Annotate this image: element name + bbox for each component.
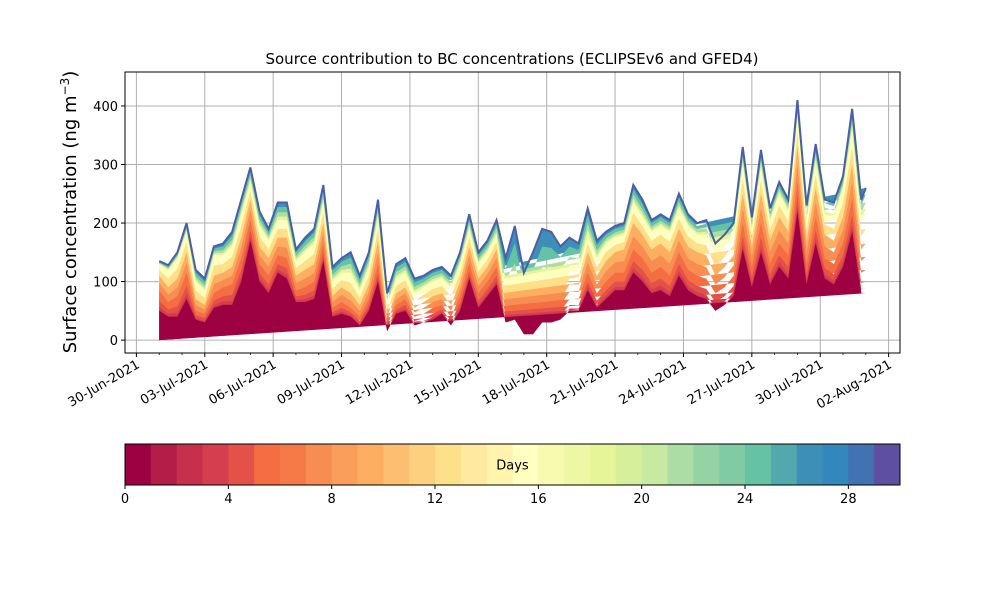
- colorbar-swatch: [874, 444, 901, 485]
- colorbar-swatch: [305, 444, 333, 485]
- x-tick-label: 09-Jul-2021: [275, 357, 348, 408]
- colorbar-swatch: [357, 444, 384, 485]
- y-tick-label: 300: [93, 158, 118, 173]
- y-tick-label: 200: [93, 217, 118, 232]
- colorbar-tick-label: 28: [840, 492, 857, 507]
- colorbar-swatch: [796, 444, 823, 485]
- colorbar-swatch: [745, 444, 772, 485]
- stacked-areas: [159, 100, 866, 341]
- colorbar-swatch: [254, 444, 281, 485]
- colorbar-swatch: [409, 444, 436, 485]
- colorbar-swatch: [564, 444, 591, 485]
- colorbar-tick-label: 4: [224, 492, 232, 507]
- y-tick-label: 100: [93, 276, 118, 291]
- plot-frame: [124, 71, 901, 354]
- y-axis: 0 100 200 300 400: [93, 100, 125, 349]
- colorbar-tick-label: 20: [633, 492, 650, 507]
- colorbar-tick-label: 0: [121, 492, 129, 507]
- x-tick-label: 30-Jun-2021: [66, 357, 143, 410]
- colorbar-tick-label: 16: [530, 492, 547, 507]
- colorbar-tick-label: 8: [328, 492, 336, 507]
- colorbar-swatch: [667, 444, 694, 485]
- colorbar-label: Days: [496, 459, 529, 474]
- y-axis-label: Surface concentration (ng m−3): [58, 71, 81, 354]
- colorbar-swatch: [435, 444, 462, 485]
- colorbar-tick-label: 24: [737, 492, 754, 507]
- colorbar-swatch: [693, 444, 720, 485]
- x-tick-label: 06-Jul-2021: [206, 357, 279, 408]
- chart-title: Source contribution to BC concentrations…: [265, 50, 758, 68]
- colorbar-swatch: [822, 444, 849, 485]
- colorbar-swatch: [538, 444, 565, 485]
- colorbar-swatch: [383, 444, 410, 485]
- colorbar-swatch: [615, 444, 643, 485]
- x-tick-label: 02-Aug-2021: [814, 357, 894, 412]
- total-outline: [158, 100, 867, 294]
- x-tick-label: 15-Jul-2021: [411, 357, 484, 408]
- colorbar-swatch: [176, 444, 203, 485]
- total-line: [158, 100, 867, 294]
- colorbar-swatch: [125, 444, 152, 485]
- y-tick-label: 0: [110, 334, 118, 349]
- colorbar-swatch: [280, 444, 307, 485]
- colorbar-swatch: [512, 444, 539, 485]
- colorbar-swatch: [848, 444, 875, 485]
- colorbar-swatch: [641, 444, 668, 485]
- area-days-12-16: [159, 117, 866, 341]
- colorbar-swatch: [770, 444, 798, 485]
- x-tick-label: 03-Jul-2021: [138, 357, 211, 408]
- area-days-0-1: [159, 211, 866, 341]
- colorbar-tick-label: 12: [427, 492, 444, 507]
- x-tick-label: 18-Jul-2021: [480, 357, 553, 408]
- colorbar-frame: [124, 443, 901, 486]
- x-tick-label: 12-Jul-2021: [343, 357, 416, 408]
- colorbar: Days 0 4 8 12 16 20 24 28: [121, 443, 901, 507]
- x-tick-label: 24-Jul-2021: [617, 357, 690, 408]
- x-axis: 30-Jun-202103-Jul-202106-Jul-202109-Jul-…: [66, 353, 895, 413]
- y-tick-label: 400: [93, 100, 118, 115]
- colorbar-swatch: [460, 444, 488, 485]
- colorbar-swatch: [202, 444, 229, 485]
- colorbar-swatch: [486, 444, 513, 485]
- colorbar-swatch: [228, 444, 255, 485]
- x-tick-label: 21-Jul-2021: [548, 357, 621, 408]
- colorbar-swatch: [331, 444, 358, 485]
- colorbar-swatch: [150, 444, 178, 485]
- x-tick-label: 27-Jul-2021: [685, 357, 758, 408]
- colorbar-swatch: [590, 444, 617, 485]
- area-days-10-12: [159, 132, 866, 341]
- colorbar-swatch: [719, 444, 746, 485]
